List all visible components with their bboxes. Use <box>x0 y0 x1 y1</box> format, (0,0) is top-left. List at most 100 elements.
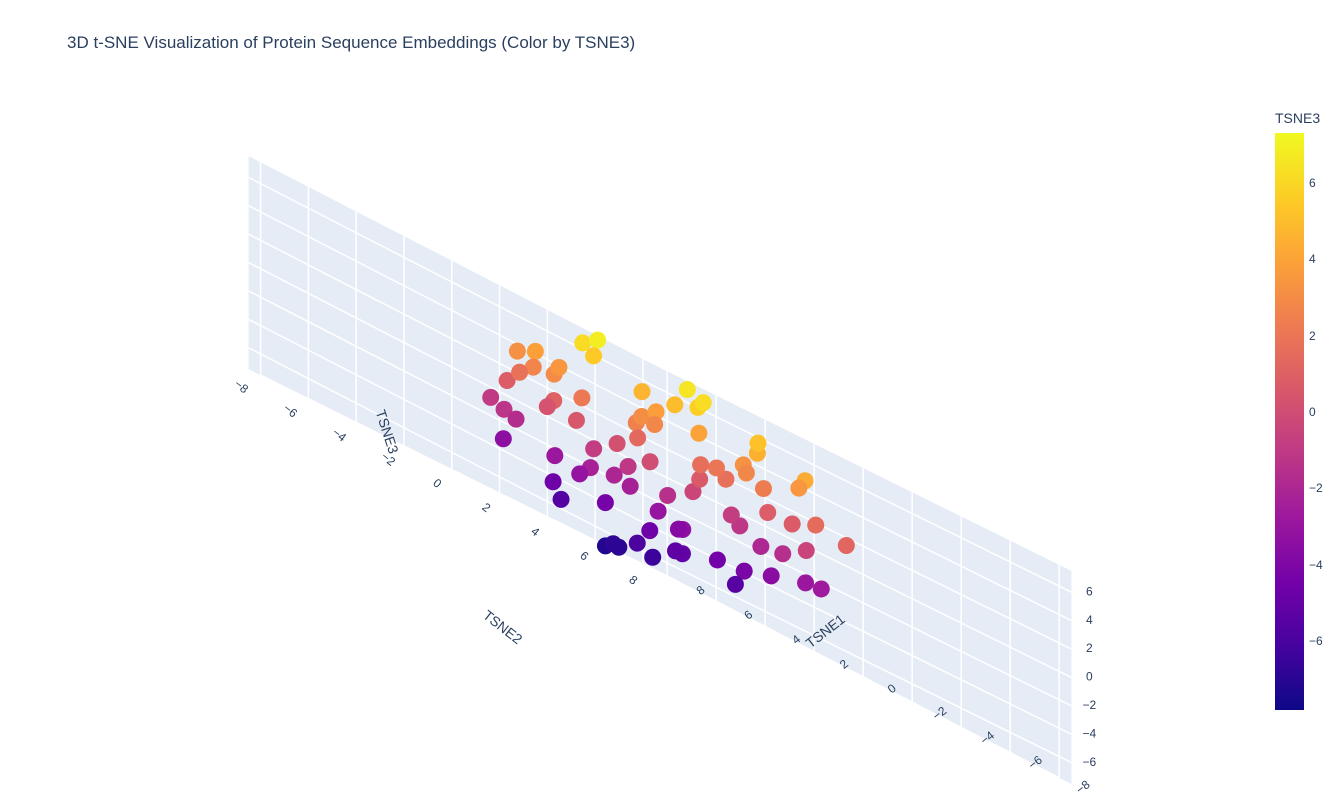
data-point <box>641 522 659 540</box>
tick-label-z: 4 <box>1086 613 1093 627</box>
data-point <box>812 580 830 598</box>
data-point <box>608 435 626 453</box>
data-point <box>628 534 646 552</box>
gridline-z <box>248 347 656 558</box>
data-point <box>708 551 726 569</box>
data-point <box>605 466 623 484</box>
tick-label-y: 8 <box>626 573 640 588</box>
data-point <box>596 494 614 512</box>
data-point <box>647 403 665 421</box>
data-point <box>610 538 628 556</box>
data-point <box>507 410 525 428</box>
data-point <box>649 502 667 520</box>
data-point <box>692 456 710 474</box>
axis-label-tsne2: TSNE2 <box>480 607 526 648</box>
gridline-y <box>309 398 717 610</box>
data-point <box>621 477 639 495</box>
data-point <box>749 434 767 452</box>
gridline-y <box>358 422 766 634</box>
gridline-y <box>554 519 962 731</box>
data-point <box>722 506 740 524</box>
colorbar <box>1275 133 1304 710</box>
data-point <box>797 542 815 560</box>
data-point <box>666 396 684 414</box>
data-point <box>644 548 662 566</box>
data-point <box>550 358 568 376</box>
data-point <box>511 363 529 381</box>
data-point <box>546 447 564 465</box>
tick-label-y: −8 <box>232 377 252 397</box>
gridline-y <box>407 447 815 658</box>
colorbar-tick: −4 <box>1309 557 1323 572</box>
data-point <box>790 479 808 497</box>
tick-label-y: 0 <box>430 476 444 491</box>
data-point <box>571 465 589 483</box>
data-point <box>726 575 744 593</box>
data-point <box>589 331 607 349</box>
tick-label-y: 4 <box>528 524 542 539</box>
chart-title: 3D t-SNE Visualization of Protein Sequen… <box>67 33 636 52</box>
gridline-z <box>248 318 656 530</box>
data-point <box>526 342 544 360</box>
data-point <box>752 537 770 555</box>
data-point <box>669 520 687 538</box>
data-point <box>659 486 677 504</box>
data-point <box>495 400 513 418</box>
gridline-y <box>505 495 913 706</box>
colorbar-title: TSNE3 <box>1275 110 1321 126</box>
data-point <box>585 440 603 458</box>
data-point <box>646 416 664 434</box>
colorbar-tick: −6 <box>1309 634 1323 649</box>
data-point <box>567 411 585 429</box>
tick-label-y: −4 <box>330 425 350 445</box>
data-point <box>585 347 603 365</box>
data-point <box>524 358 542 376</box>
tick-label-y: 2 <box>479 500 493 515</box>
gridline-y <box>652 568 1060 779</box>
tick-label-z: 6 <box>1086 584 1093 598</box>
colorbar-tick: 6 <box>1309 175 1316 190</box>
tick-label-y: 6 <box>577 548 591 563</box>
data-point <box>762 567 780 585</box>
data-point <box>797 574 815 592</box>
data-point <box>694 394 712 412</box>
tick-label-z: −4 <box>1083 726 1097 740</box>
axis-panes <box>248 156 1072 784</box>
colorbar-tick: 4 <box>1309 252 1316 267</box>
gridline-y <box>456 471 864 682</box>
colorbar-tick: −2 <box>1309 481 1323 496</box>
gridline-z <box>654 414 1072 622</box>
data-point <box>737 464 755 482</box>
tick-label-z: 0 <box>1086 670 1093 684</box>
data-point <box>633 383 651 401</box>
data-point <box>508 342 526 360</box>
data-point <box>691 470 709 488</box>
data-point <box>498 372 516 390</box>
data-point <box>783 515 801 533</box>
gridline-z <box>654 471 1072 679</box>
data-point <box>708 459 726 477</box>
gridline-z <box>248 261 656 473</box>
data-point <box>754 480 772 498</box>
data-point <box>678 380 696 398</box>
data-point <box>574 334 592 352</box>
gridline-z <box>248 233 656 444</box>
data-point <box>552 490 570 508</box>
gridline-z <box>654 499 1072 707</box>
tick-label-x: −8 <box>1073 777 1093 797</box>
data-point <box>690 424 708 442</box>
data-point <box>538 398 556 416</box>
data-point <box>573 389 591 407</box>
data-point <box>774 545 792 563</box>
data-point <box>641 453 659 471</box>
data-point <box>494 430 512 448</box>
gridline-z <box>654 556 1072 764</box>
data-point <box>619 457 637 475</box>
tick-label-z: −2 <box>1083 698 1097 712</box>
colorbar-tick: 0 <box>1309 404 1316 419</box>
data-point <box>837 536 855 554</box>
data-point <box>482 388 500 406</box>
data-point <box>717 470 735 488</box>
data-point <box>759 504 777 522</box>
